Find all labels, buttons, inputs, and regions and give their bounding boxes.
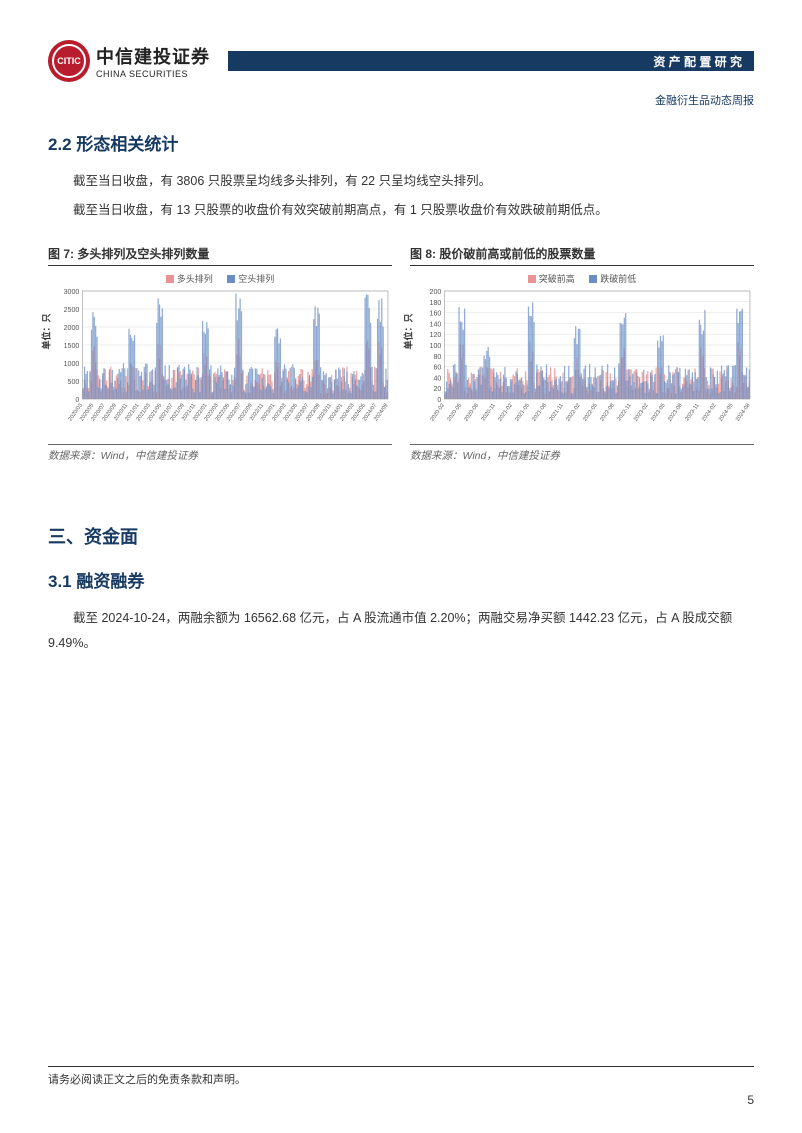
- svg-text:2022-05: 2022-05: [582, 403, 599, 423]
- svg-text:2021-05: 2021-05: [514, 403, 531, 423]
- footer: 请务必阅读正文之后的免责条款和声明。 5: [48, 1066, 754, 1107]
- chart7-col: 图 7: 多头排列及空头排列数量 多头排列 空头排列 单位：只 05001000…: [48, 245, 392, 463]
- svg-text:2024-08: 2024-08: [735, 403, 752, 423]
- section-31-heading: 3.1 融资融券: [48, 567, 754, 592]
- svg-text:180: 180: [430, 300, 442, 307]
- chart8-plot: 0204060801001201401601802002020-022020-0…: [410, 287, 754, 427]
- svg-text:2000: 2000: [64, 325, 80, 332]
- footer-disclaimer: 请务必阅读正文之后的免责条款和声明。: [48, 1066, 754, 1087]
- svg-text:2020-02: 2020-02: [429, 403, 446, 423]
- svg-text:2022-08: 2022-08: [599, 403, 616, 423]
- svg-text:2023-08: 2023-08: [667, 403, 684, 423]
- chart7-legend: 多头排列 空头排列: [48, 272, 392, 285]
- svg-text:1000: 1000: [64, 361, 80, 368]
- svg-text:20: 20: [433, 386, 441, 393]
- svg-text:2023-05: 2023-05: [650, 403, 667, 423]
- svg-text:2020-11: 2020-11: [481, 403, 497, 423]
- svg-text:2022-02: 2022-02: [565, 403, 582, 423]
- svg-text:2020-08: 2020-08: [463, 403, 480, 423]
- svg-text:200: 200: [430, 289, 442, 296]
- chart8-source: 数据来源：Wind，中信建投证券: [410, 444, 754, 463]
- logo-block: CITIC 中信建投证券 CHINA SECURITIES: [48, 40, 210, 82]
- svg-text:2021-08: 2021-08: [531, 403, 548, 423]
- svg-text:500: 500: [68, 379, 80, 386]
- svg-text:3000: 3000: [64, 289, 80, 296]
- page-number: 5: [48, 1093, 754, 1107]
- svg-text:2023-11: 2023-11: [684, 403, 700, 423]
- svg-text:2500: 2500: [64, 307, 80, 314]
- svg-text:120: 120: [430, 332, 442, 339]
- section-22-p1: 截至当日收盘，有 3806 只股票呈均线多头排列，有 22 只呈均线空头排列。: [48, 169, 754, 194]
- chart8-legend: 突破前高 跌破前低: [410, 272, 754, 285]
- sub-header: 金融衍生品动态周报: [48, 92, 754, 108]
- logo-en: CHINA SECURITIES: [96, 69, 210, 79]
- chart7-ylabel: 单位：只: [40, 313, 53, 349]
- logo-icon: CITIC: [48, 40, 90, 82]
- chart7-source: 数据来源：Wind，中信建投证券: [48, 444, 392, 463]
- chart7-plot: 0500100015002000250030002020/032020/0520…: [48, 287, 392, 427]
- svg-text:2024-05: 2024-05: [718, 403, 735, 423]
- svg-text:2023-02: 2023-02: [633, 403, 650, 423]
- chart7-legend-0: 多头排列: [177, 272, 213, 285]
- section-22-p2: 截至当日收盘，有 13 只股票的收盘价有效突破前期高点，有 1 只股票收盘价有效…: [48, 198, 754, 223]
- svg-text:2024-02: 2024-02: [701, 403, 718, 423]
- section-31-p1: 截至 2024-10-24，两融余额为 16562.68 亿元，占 A 股流通市…: [48, 606, 754, 656]
- svg-text:2021-02: 2021-02: [497, 403, 514, 423]
- logo-cn: 中信建投证券: [96, 43, 210, 69]
- svg-text:140: 140: [430, 321, 442, 328]
- charts-row: 图 7: 多头排列及空头排列数量 多头排列 空头排列 单位：只 05001000…: [48, 245, 754, 463]
- svg-text:1500: 1500: [64, 343, 80, 350]
- section-22-heading: 2.2 形态相关统计: [48, 130, 754, 155]
- chart7-legend-1: 空头排列: [238, 272, 274, 285]
- chart8-ylabel: 单位：只: [402, 313, 415, 349]
- svg-text:2022-11: 2022-11: [616, 403, 632, 423]
- section-3-heading: 三、资金面: [48, 523, 754, 549]
- chart8-legend-1: 跌破前低: [600, 272, 636, 285]
- svg-text:100: 100: [430, 343, 442, 350]
- svg-text:80: 80: [433, 354, 441, 361]
- svg-text:60: 60: [433, 365, 441, 372]
- svg-text:160: 160: [430, 311, 442, 318]
- chart8-col: 图 8: 股价破前高或前低的股票数量 突破前高 跌破前低 单位：只 020406…: [410, 245, 754, 463]
- svg-text:2020-05: 2020-05: [446, 403, 463, 423]
- chart8-title: 图 8: 股价破前高或前低的股票数量: [410, 245, 754, 266]
- header-bar-text: 资 产 配 置 研 究: [653, 53, 742, 70]
- header-bar: 资 产 配 置 研 究: [228, 51, 754, 71]
- page-header: CITIC 中信建投证券 CHINA SECURITIES 资 产 配 置 研 …: [48, 40, 754, 82]
- chart7-title: 图 7: 多头排列及空头排列数量: [48, 245, 392, 266]
- chart8-legend-0: 突破前高: [539, 272, 575, 285]
- svg-text:40: 40: [433, 375, 441, 382]
- svg-text:2021-11: 2021-11: [548, 403, 564, 423]
